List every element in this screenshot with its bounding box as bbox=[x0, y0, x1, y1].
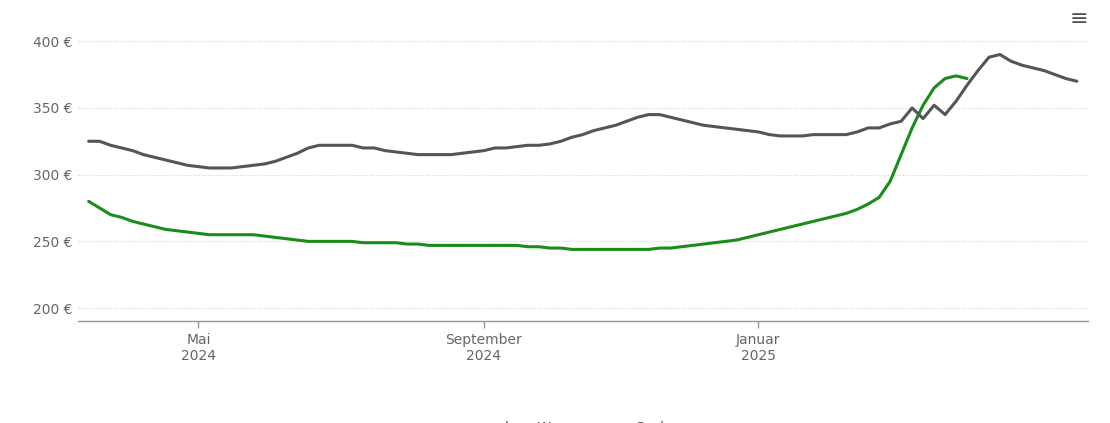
Legend: lose Ware, Sackware: lose Ware, Sackware bbox=[457, 415, 708, 423]
Text: ≡: ≡ bbox=[1069, 9, 1088, 29]
